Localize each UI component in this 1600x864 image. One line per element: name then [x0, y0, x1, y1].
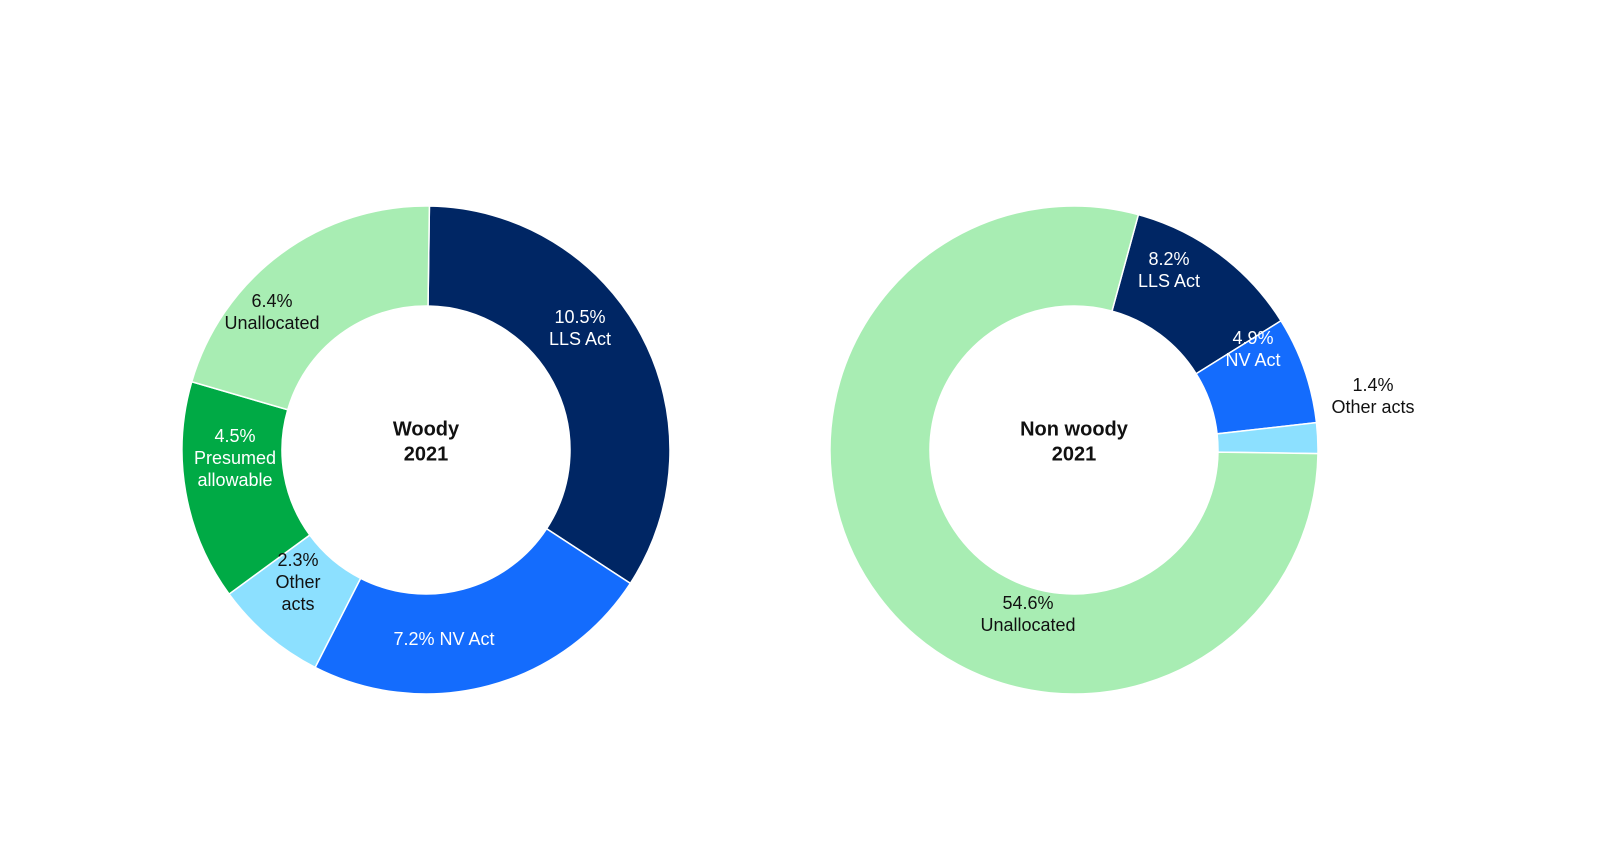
chart-title-non-woody-line: Non woody [1020, 419, 1129, 441]
slice-label-woody-3-line: allowable [197, 470, 272, 490]
slice-label-non-woody-0: 8.2% LLS Act [1138, 249, 1200, 291]
slice-label-non-woody-1: 4.9% NV Act [1225, 328, 1280, 370]
slice-label-non-woody-2-line: Other acts [1331, 397, 1414, 417]
donut-chart-woody: 10.5% LLS Act 7.2% NV Act 2.3% Other acts 4.5%… [181, 205, 671, 695]
slice-label-non-woody-0-line: LLS Act [1138, 271, 1200, 291]
chart-title-woody-line: 2021 [404, 444, 449, 466]
chart-title-woody-line: Woody [393, 419, 460, 441]
slice-label-woody-1-line: 7.2% NV Act [393, 629, 494, 649]
chart-title-woody: Woody 2021 [393, 419, 460, 466]
slice-label-woody-3: 4.5% Presumed allowable [194, 426, 276, 490]
chart-title-non-woody-line: 2021 [1052, 444, 1097, 466]
slice-label-non-woody-1-line: NV Act [1225, 350, 1280, 370]
slice-label-non-woody-2: 1.4% Other acts [1331, 375, 1414, 417]
slice-label-woody-0-line: LLS Act [549, 329, 611, 349]
slice-label-woody-2-line: 2.3% [277, 550, 318, 570]
slice-label-woody-3-line: Presumed [194, 448, 276, 468]
slice-label-non-woody-1-line: 4.9% [1232, 328, 1273, 348]
slice-label-non-woody-2-line: 1.4% [1352, 375, 1393, 395]
slice-label-woody-0: 10.5% LLS Act [549, 307, 611, 349]
slice-label-woody-2-line: acts [281, 594, 314, 614]
chart-title-non-woody: Non woody 2021 [1020, 419, 1129, 466]
slice-label-non-woody-3: 54.6% Unallocated [980, 593, 1075, 635]
slice-woody-0 [427, 205, 671, 585]
slice-woody-4 [190, 205, 431, 411]
slice-label-non-woody-0-line: 8.2% [1148, 249, 1189, 269]
slice-label-woody-4: 6.4% Unallocated [224, 291, 319, 333]
donut-chart-non-woody: 8.2% LLS Act 4.9% NV Act 1.4% Other acts 54.6%… [829, 205, 1415, 695]
slice-non-woody-3 [829, 205, 1319, 695]
slice-label-non-woody-3-line: 54.6% [1002, 593, 1053, 613]
slice-label-woody-2: 2.3% Other acts [275, 550, 320, 614]
slice-label-non-woody-3-line: Unallocated [980, 615, 1075, 635]
slice-label-woody-4-line: Unallocated [224, 313, 319, 333]
slice-label-woody-4-line: 6.4% [251, 291, 292, 311]
slice-label-woody-3-line: 4.5% [214, 426, 255, 446]
slice-label-woody-0-line: 10.5% [554, 307, 605, 327]
slice-label-woody-2-line: Other [275, 572, 320, 592]
slice-label-woody-1: 7.2% NV Act [393, 629, 494, 649]
slice-woody-1 [314, 527, 632, 695]
